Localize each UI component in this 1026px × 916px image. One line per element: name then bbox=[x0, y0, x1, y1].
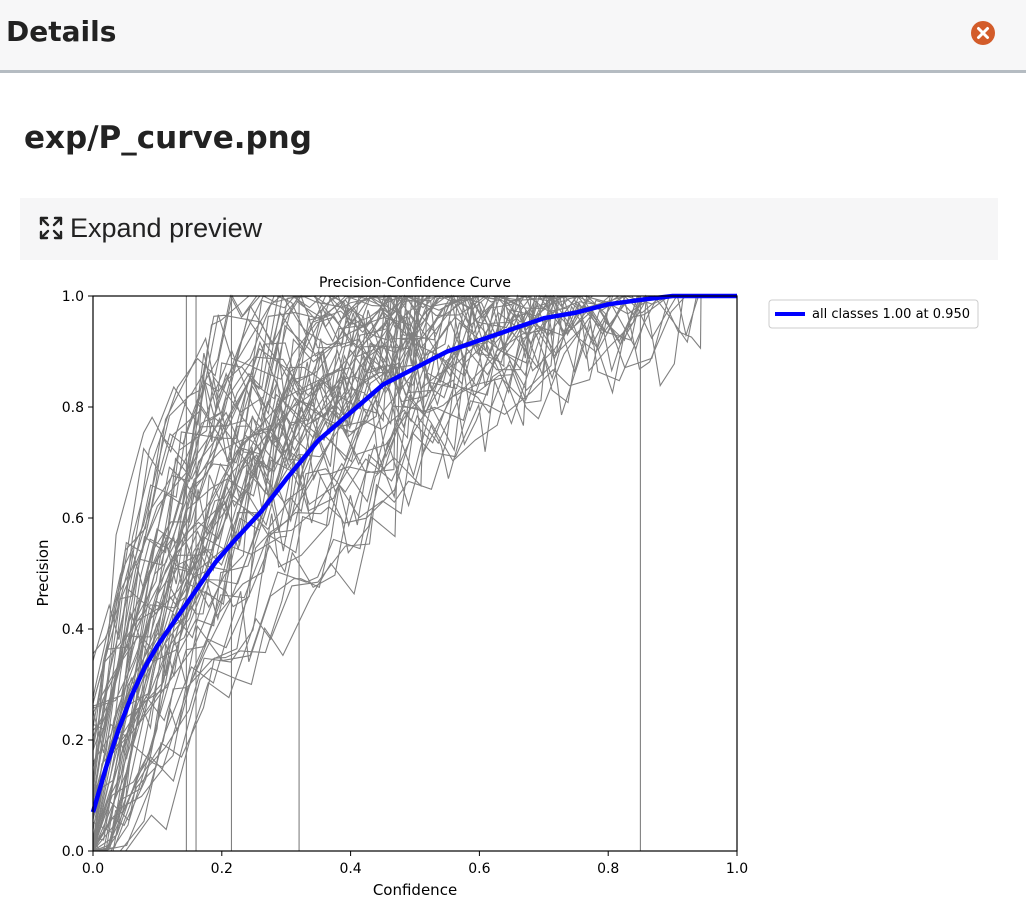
y-tick-label: 0.6 bbox=[62, 511, 84, 527]
class-curve bbox=[92, 295, 737, 816]
class-curve bbox=[92, 295, 737, 818]
class-curve bbox=[93, 294, 737, 852]
expand-arrows-icon bbox=[39, 216, 63, 240]
file-title: exp/P_curve.png bbox=[24, 120, 312, 156]
image-preview: Precision-Confidence Curve 0.0 0.2 0.4 0.6 0… bbox=[20, 260, 998, 912]
class-curve bbox=[93, 295, 737, 852]
close-button[interactable] bbox=[970, 20, 996, 46]
x-tick-label: 0.4 bbox=[339, 861, 361, 877]
class-curve bbox=[92, 294, 737, 704]
expand-preview-button[interactable]: Expand preview bbox=[38, 208, 262, 248]
y-tick-label: 1.0 bbox=[62, 289, 84, 305]
y-tick-label: 0.2 bbox=[62, 733, 84, 749]
precision-confidence-chart: Precision-Confidence Curve 0.0 0.2 0.4 0.6 0… bbox=[34, 275, 979, 899]
details-header: Details bbox=[0, 0, 1026, 73]
y-axis-label: Precision bbox=[34, 540, 52, 607]
expand-preview-label: Expand preview bbox=[70, 212, 263, 243]
class-curve bbox=[92, 295, 737, 795]
legend: all classes 1.00 at 0.950 bbox=[768, 299, 979, 329]
x-tick-label: 0.6 bbox=[468, 861, 490, 877]
x-tick-label: 0.2 bbox=[211, 861, 233, 877]
panel-title: Details bbox=[6, 15, 117, 48]
close-circle-icon bbox=[971, 21, 995, 45]
class-curve bbox=[92, 295, 737, 852]
legend-box bbox=[768, 299, 979, 329]
legend-entry: all classes 1.00 at 0.950 bbox=[812, 307, 970, 322]
class-curve bbox=[93, 295, 737, 852]
x-tick-label: 0.8 bbox=[597, 861, 619, 877]
class-curve bbox=[92, 295, 737, 852]
chart-title: Precision-Confidence Curve bbox=[319, 275, 511, 291]
class-curve bbox=[92, 295, 737, 820]
class-curve bbox=[92, 294, 737, 804]
class-curve bbox=[93, 295, 737, 852]
y-tick-label: 0.8 bbox=[62, 400, 84, 416]
y-tick-label: 0.0 bbox=[62, 844, 84, 860]
class-curve bbox=[93, 295, 737, 852]
x-axis-label: Confidence bbox=[373, 881, 457, 899]
x-tick-label: 1.0 bbox=[726, 861, 748, 877]
class-curve bbox=[92, 295, 737, 852]
class-curves bbox=[92, 294, 737, 852]
y-tick-label: 0.4 bbox=[62, 622, 84, 638]
class-curve bbox=[92, 295, 737, 852]
plot-frame bbox=[92, 295, 738, 852]
class-curve bbox=[93, 295, 737, 852]
class-curve bbox=[93, 295, 737, 852]
x-tick-label: 0.0 bbox=[82, 861, 104, 877]
class-curve bbox=[92, 295, 737, 852]
class-curve bbox=[92, 295, 737, 852]
all-classes-curve bbox=[90, 293, 737, 813]
preview-panel: Expand preview Precision-Confidence Curv… bbox=[20, 198, 998, 912]
